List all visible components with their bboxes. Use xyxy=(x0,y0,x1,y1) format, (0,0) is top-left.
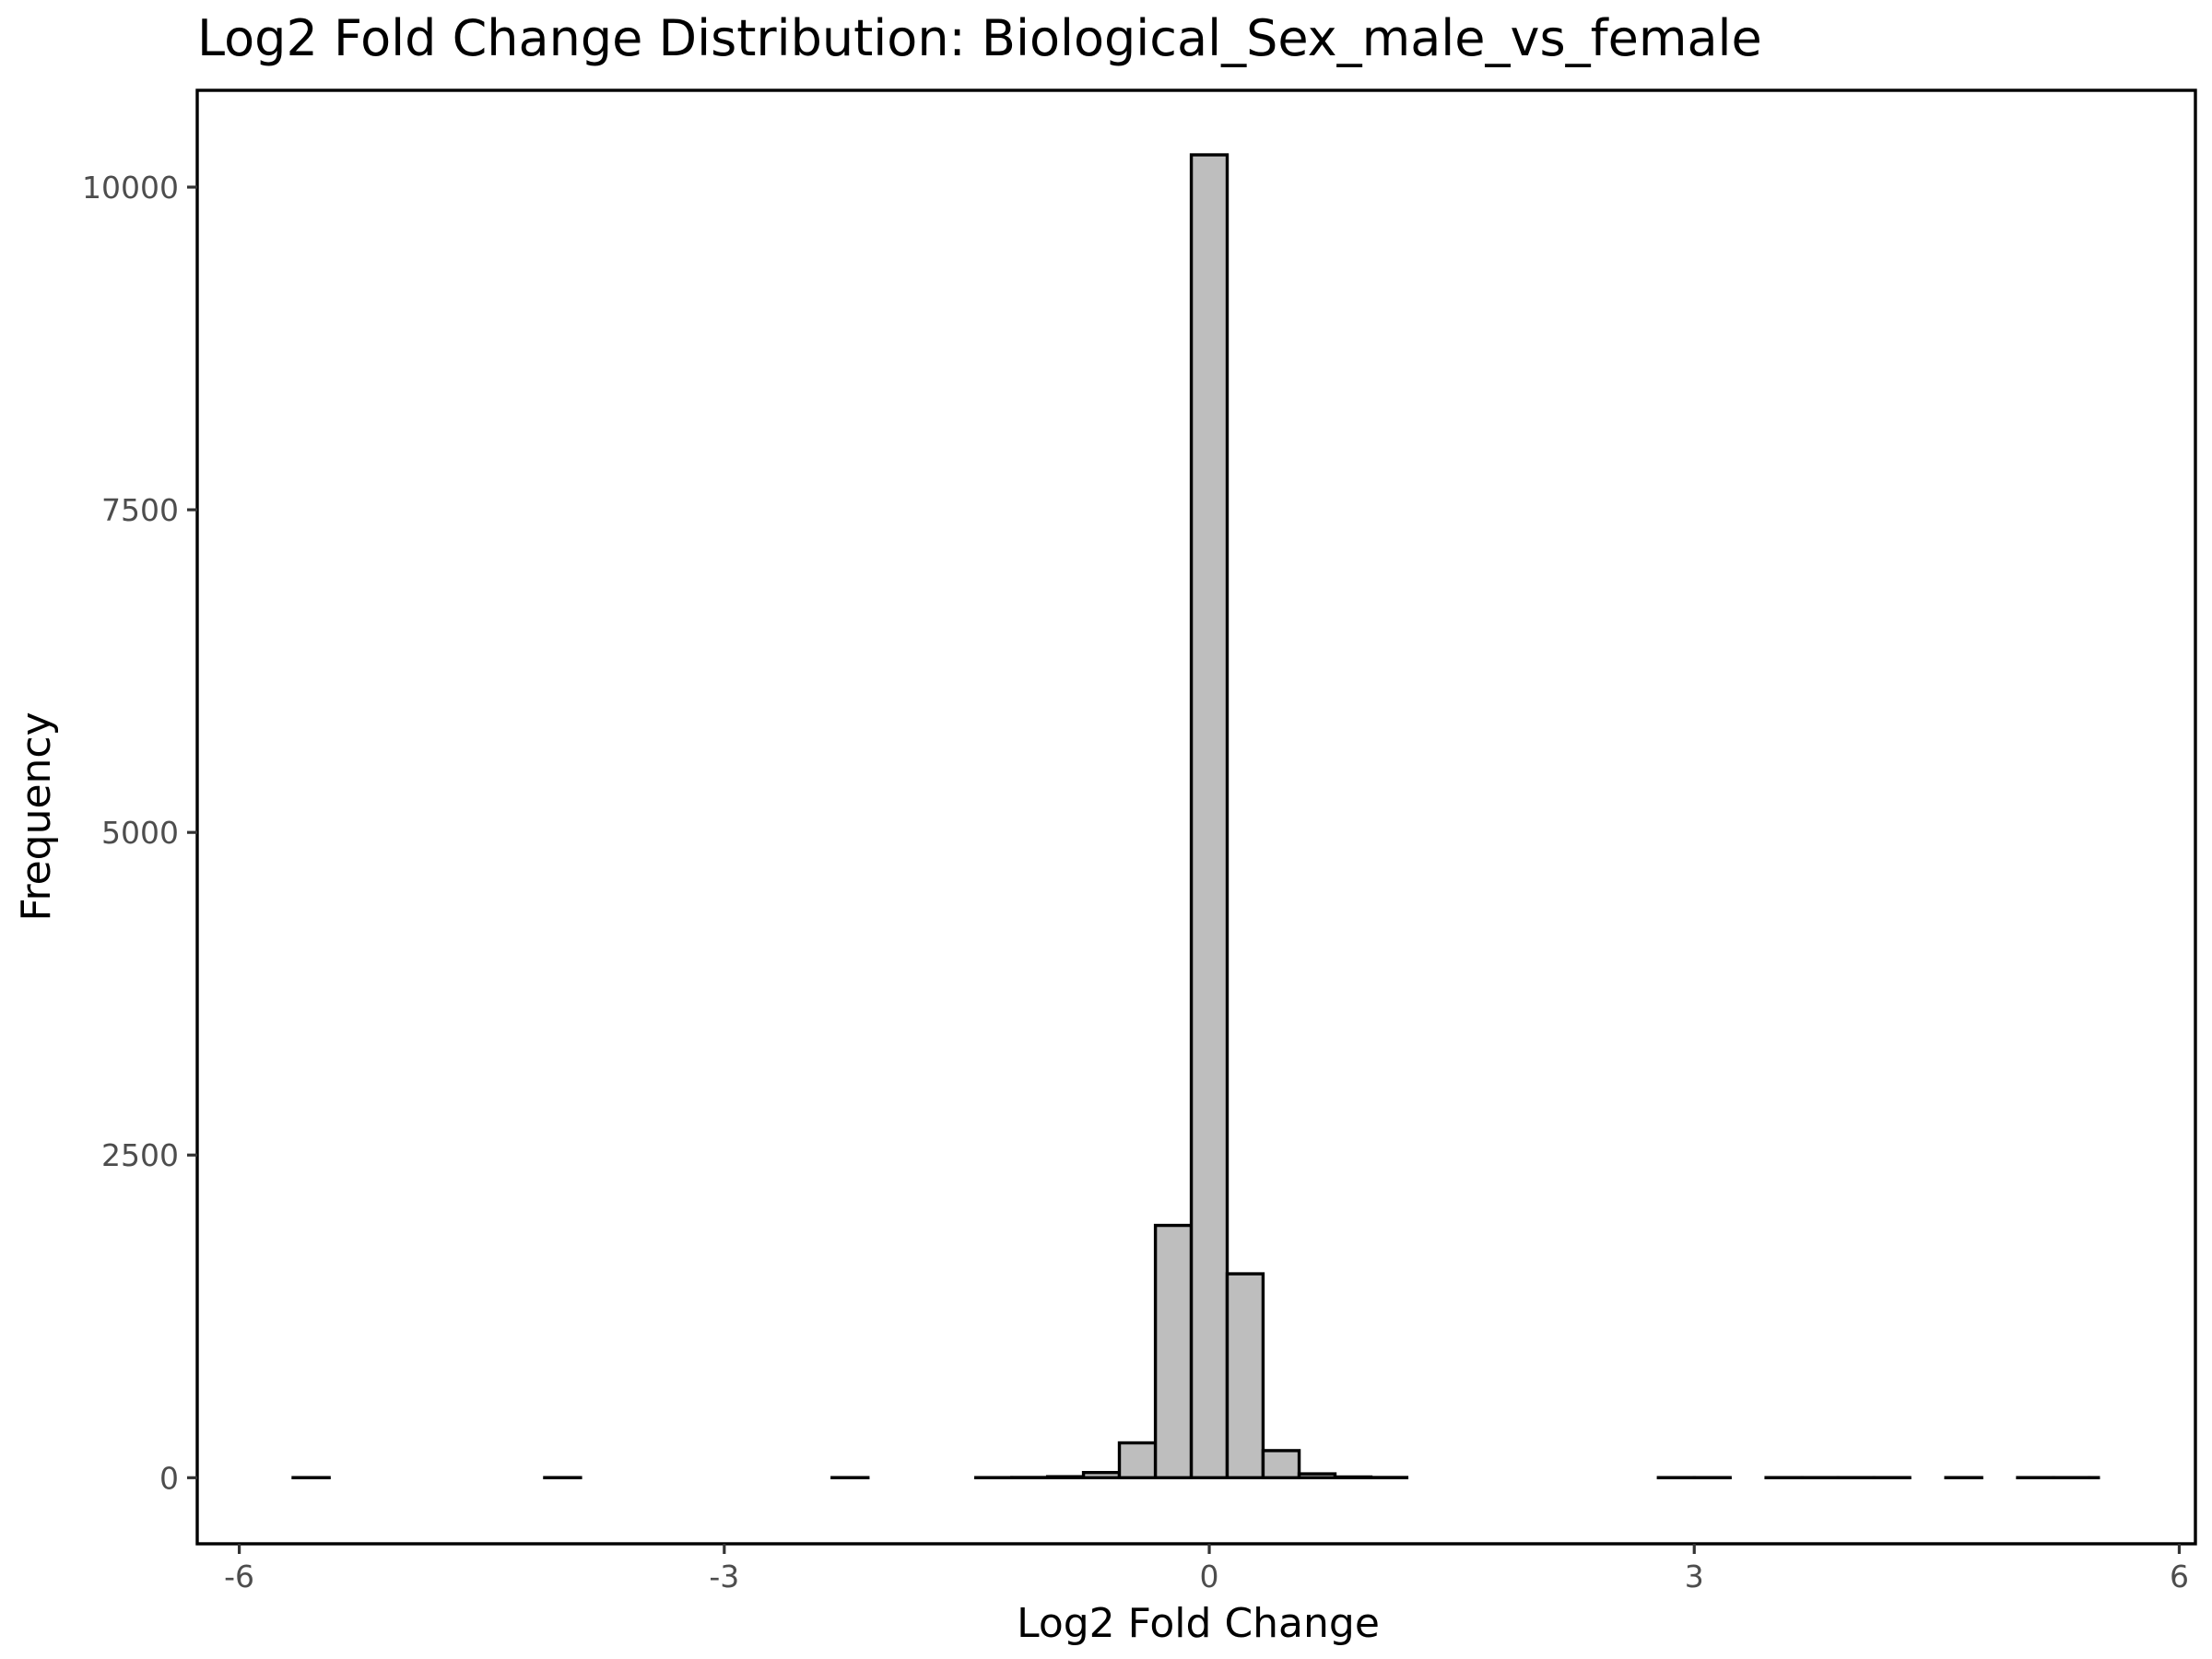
histogram-bar xyxy=(1081,1470,1122,1479)
x-tick-label: 6 xyxy=(2170,1559,2189,1594)
plot-panel-border xyxy=(195,88,2197,1546)
x-tick-label: 3 xyxy=(1685,1559,1704,1594)
y-tick-label: 10000 xyxy=(82,170,179,206)
chart-title: Log2 Fold Change Distribution: Biologica… xyxy=(197,9,1762,67)
y-tick-label: 5000 xyxy=(101,815,179,851)
x-tick-label: 0 xyxy=(1200,1559,1219,1594)
histogram-bar xyxy=(1153,1223,1194,1480)
bars-group xyxy=(291,153,2100,1480)
y-axis-title: Frequency xyxy=(13,712,60,921)
y-tick-label: 0 xyxy=(159,1460,179,1496)
y-axis: 0 2500 5000 7500 10000 xyxy=(82,170,197,1496)
histogram-bar xyxy=(1261,1449,1301,1480)
x-tick-label: -3 xyxy=(709,1559,739,1594)
x-tick-label: -6 xyxy=(224,1559,254,1594)
x-axis-title: Log2 Fold Change xyxy=(1017,1600,1380,1647)
x-axis: -6 -3 0 3 6 xyxy=(224,1544,2189,1594)
y-tick-label: 7500 xyxy=(101,492,179,528)
histogram-bar xyxy=(1189,153,1230,1480)
histogram-bar xyxy=(1297,1472,1337,1479)
histogram-bar xyxy=(1117,1441,1158,1480)
y-tick-label: 2500 xyxy=(101,1137,179,1173)
histogram-bar xyxy=(1225,1272,1265,1480)
